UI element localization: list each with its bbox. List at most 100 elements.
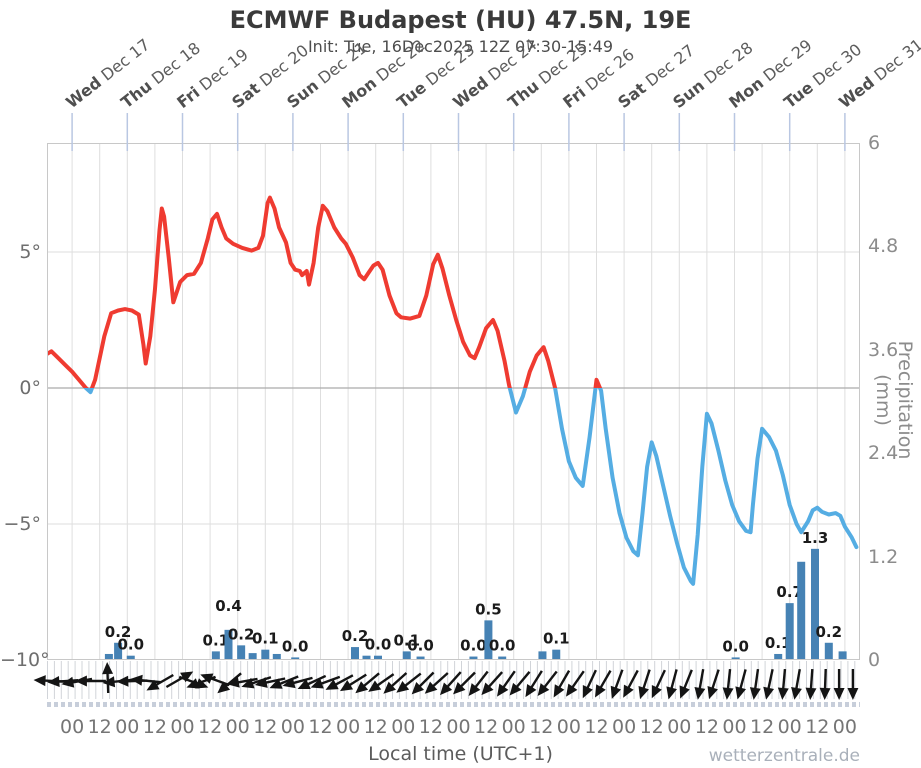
precip-value-label: 0.0 [282, 637, 309, 655]
wind-arrow-icon [310, 675, 341, 689]
wind-arrow-icon [254, 677, 286, 688]
plot-area: 0.20.0 0.10.40.20.1 0.00.20.0 0.10.0 0.00.50… [47, 143, 860, 660]
precip-value-label: 0.0 [722, 637, 749, 655]
wind-arrow-icon [582, 669, 597, 699]
wind-arrow-icon [396, 672, 422, 693]
wind-arrow-icon [651, 669, 666, 699]
wind-arrow-icon [453, 671, 476, 695]
hour-tick-label: 12 [363, 716, 388, 738]
precip-bar [824, 642, 833, 660]
hour-tick-label: 12 [584, 716, 609, 738]
wind-arrow-icon [325, 674, 354, 690]
wind-arrow-icon [553, 670, 571, 698]
wind-arrow-icon [411, 671, 435, 695]
wind-arrow-icon [368, 673, 395, 692]
wind-arrow-icon [638, 669, 651, 700]
precip-bar [402, 651, 411, 660]
temp-tick-label: 5° [19, 241, 41, 263]
hour-tick-label: 12 [529, 716, 554, 738]
hour-tick-label: 12 [253, 716, 278, 738]
precip-value-label: 0.2 [228, 625, 255, 643]
precip-bar [838, 651, 847, 660]
precip-bar [538, 651, 547, 660]
hour-tick-label: 12 [639, 716, 664, 738]
precip-bar [374, 655, 382, 660]
hour-tick-label: 12 [418, 716, 443, 738]
wind-arrow-icon [805, 668, 817, 700]
precip-bar [211, 651, 220, 660]
hour-tick-label: 12 [694, 716, 719, 738]
precip-bar [797, 561, 806, 660]
hour-tick-label: 00 [501, 716, 526, 738]
plot-border [47, 143, 860, 660]
precip-value-label: 0.1 [543, 630, 570, 648]
hour-tick-label: 00 [722, 716, 747, 738]
temperature-curve-above-zero [47, 195, 603, 388]
precipitation-axis-title: Precipitation (mm) [872, 340, 916, 460]
wind-arrow-icon [146, 673, 174, 691]
hour-tick-label: 00 [556, 716, 581, 738]
precip-tick-label: 1.2 [868, 545, 899, 568]
precip-bar [731, 657, 740, 660]
wind-arrow-icon [679, 669, 693, 699]
precip-bar [126, 655, 135, 660]
wind-arrow-icon [165, 671, 194, 689]
hour-tick-label: 00 [280, 716, 305, 738]
hour-tick-label: 00 [170, 716, 195, 738]
precip-value-label: 0.2 [342, 627, 369, 645]
hour-tick-label: 00 [832, 716, 857, 738]
wind-arrow-icon [694, 668, 706, 700]
wind-arrow-icon [722, 668, 734, 700]
precip-bar [261, 649, 270, 660]
precip-value-label: 0.0 [117, 636, 144, 654]
precip-bar [498, 656, 507, 660]
precip-bar [484, 620, 493, 660]
wind-arrow-icon [595, 670, 612, 698]
wind-arrow-icon [226, 676, 258, 688]
hour-tick-label: 00 [115, 716, 140, 738]
precip-tick-label: 6 [868, 131, 881, 154]
temp-tick-label: −5° [3, 513, 41, 535]
precip-value-label: 0.0 [460, 637, 487, 655]
hour-tick-label: 12 [750, 716, 775, 738]
hour-tick-label: 00 [777, 716, 802, 738]
wind-arrow-icon [847, 669, 859, 700]
wind-arrow-icon [74, 675, 106, 687]
wind-arrow-icon [339, 673, 367, 692]
precip-value-label: 0.7 [776, 583, 803, 601]
precip-tick-label: 3.6 [868, 338, 899, 361]
wind-arrow-icon [269, 675, 299, 689]
precip-bar [224, 629, 233, 660]
page-title: ECMWF Budapest (HU) 47.5N, 19E [229, 6, 692, 34]
precip-value-label: 0.0 [407, 637, 434, 655]
precip-bar [291, 657, 300, 660]
precip-value-label: 0.1 [765, 634, 792, 652]
precip-value-label: 0.2 [105, 623, 132, 641]
wind-arrow-icon [666, 669, 678, 700]
hour-tick-label: 00 [612, 716, 637, 738]
wind-arrow-icon [355, 672, 380, 694]
precip-value-label: 0.1 [393, 631, 420, 649]
hour-tick-label: 12 [308, 716, 333, 738]
wind-arrow-icon [819, 668, 831, 700]
watermark: wetterzentrale.de [708, 746, 860, 766]
precip-bar [469, 656, 478, 660]
wind-arrow-icon [439, 671, 462, 696]
precip-bar [552, 649, 561, 660]
hour-tick-label: 00 [391, 716, 416, 738]
hour-tick-label: 00 [336, 716, 361, 738]
wind-arrow-icon [282, 676, 313, 689]
wind-arrow-icon [566, 670, 585, 697]
wind-arrow-icon [763, 669, 775, 700]
precip-tick-label: 2.4 [868, 442, 899, 465]
hour-tick-label: 12 [198, 716, 223, 738]
temp-tick-label: −10° [0, 649, 50, 671]
precip-bar [416, 656, 425, 660]
wind-arrow-icon [509, 671, 531, 696]
precip-bar [272, 653, 281, 660]
wind-arrow-icon [791, 668, 802, 700]
precip-bar [785, 603, 794, 660]
wind-arrow-icon [749, 668, 761, 700]
hour-tick-label: 12 [87, 716, 112, 738]
